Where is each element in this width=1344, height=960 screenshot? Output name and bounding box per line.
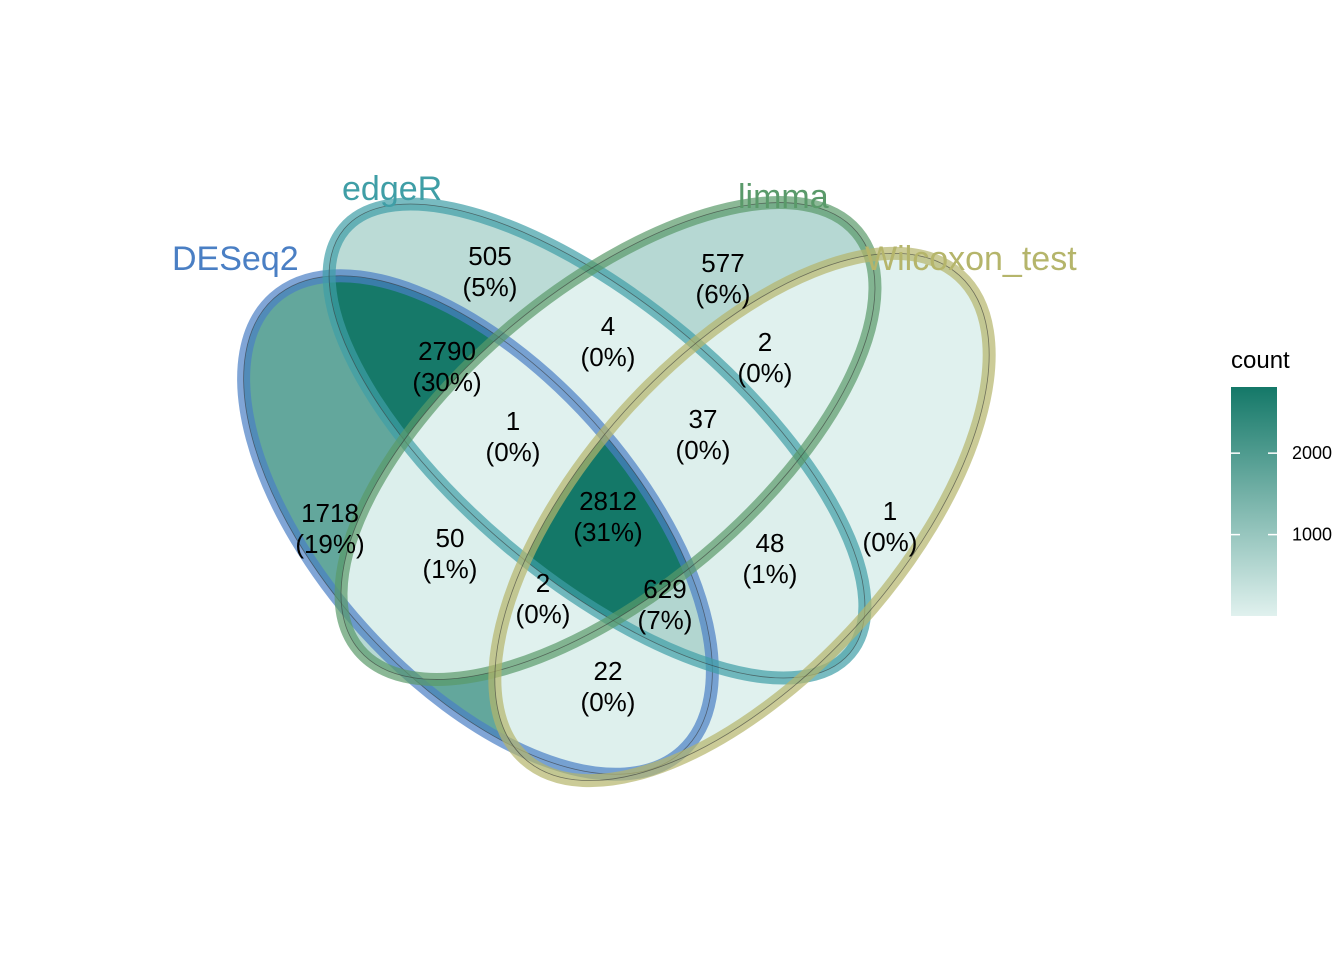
region-deseq2-edger-percent: (30%) [412,367,481,397]
region-deseq2-wilcoxon-test-count: 22 [594,656,623,686]
region-wilcoxon-test-count: 1 [883,496,897,526]
region-deseq2-limma-count: 50 [436,523,465,553]
legend-title: count [1231,347,1290,374]
region-deseq2-edger-limma-percent: (0%) [486,437,541,467]
set-name-deseq2: DESeq2 [172,240,299,278]
set-name-layer: DESeq2 edgeR limma Wilcoxon_test [172,170,1077,278]
region-edger-limma-percent: (0%) [581,342,636,372]
region-deseq2-edger-limma-wilcoxon-test-count: 2812 [579,486,637,516]
region-edger-wilcoxon-test-percent: (1%) [743,559,798,589]
outline-layer [237,196,996,788]
region-limma-percent: (6%) [696,279,751,309]
region-edger-wilcoxon-test-count: 48 [756,528,785,558]
set-outline-line-edger [328,203,866,679]
region-deseq2-edger-wilcoxon-test-count: 629 [643,574,686,604]
region-edger-percent: (5%) [463,272,518,302]
legend-tick-label: 2000 [1292,443,1332,463]
region-limma-count: 577 [701,248,744,278]
region-deseq2-limma-percent: (1%) [423,554,478,584]
set-name-edger: edgeR [342,170,442,208]
color-legend: count 1000 2000 [1231,347,1332,616]
region-deseq2-percent: (19%) [295,529,364,559]
legend-color-bar [1231,387,1277,616]
region-deseq2-wilcoxon-test-percent: (0%) [581,687,636,717]
set-outline-line-wilcoxon-test [494,252,990,782]
region-wilcoxon-test-percent: (0%) [863,527,918,557]
region-deseq2-edger-limma-wilcoxon-test-percent: (31%) [573,517,642,547]
set-outline-line-limma [340,202,876,680]
region-deseq2-edger-wilcoxon-test-percent: (7%) [638,605,693,635]
region-deseq2-limma-wilcoxon-test-percent: (0%) [516,599,571,629]
region-limma-wilcoxon-test-count: 2 [758,327,772,357]
set-name-wilcoxon-test: Wilcoxon_test [865,240,1077,278]
region-edger-limma-wilcoxon-test-percent: (0%) [676,435,731,465]
region-edger-limma-wilcoxon-test-count: 37 [689,404,718,434]
legend-tick-label: 1000 [1292,525,1332,545]
region-deseq2-edger-limma-count: 1 [506,406,520,436]
region-edger-count: 505 [468,241,511,271]
legend-ticks: 1000 2000 [1231,443,1332,545]
set-name-limma: limma [738,178,829,216]
region-deseq2-limma-wilcoxon-test-count: 2 [536,568,550,598]
region-label-layer: 505(5%)577(6%)2790(30%)4(0%) 2(0%)1(0%)37… [295,241,917,717]
region-edger-limma-count: 4 [601,311,615,341]
region-limma-wilcoxon-test-percent: (0%) [738,358,793,388]
region-deseq2-count: 1718 [301,498,359,528]
region-deseq2-edger-count: 2790 [418,336,476,366]
